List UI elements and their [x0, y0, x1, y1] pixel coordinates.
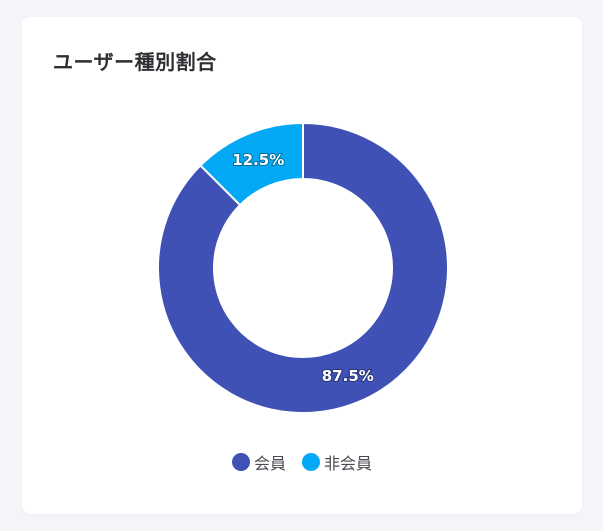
legend-item-non-member[interactable]: 非会員 — [302, 450, 372, 474]
card-title: ユーザー種別割合 — [53, 50, 217, 74]
legend-label-non-member: 非会員 — [324, 454, 373, 473]
chart-card: ユーザー種別割合 87.5% 12.5% 会員 非会員 — [22, 17, 582, 514]
slice-non-member[interactable] — [199, 121, 304, 207]
legend-marker-member — [231, 453, 250, 471]
slice-member[interactable] — [157, 121, 449, 414]
chart-legend: 会員 非会員 — [22, 450, 582, 474]
slice-label-member: 87.5% — [322, 367, 374, 385]
legend-marker-non-member — [302, 453, 320, 471]
legend-item-member[interactable]: 会員 — [231, 450, 286, 474]
donut-chart: 87.5% 12.5% — [157, 121, 449, 414]
slice-label-non-member: 12.5% — [232, 151, 284, 169]
legend-label-member: 会員 — [253, 454, 286, 473]
